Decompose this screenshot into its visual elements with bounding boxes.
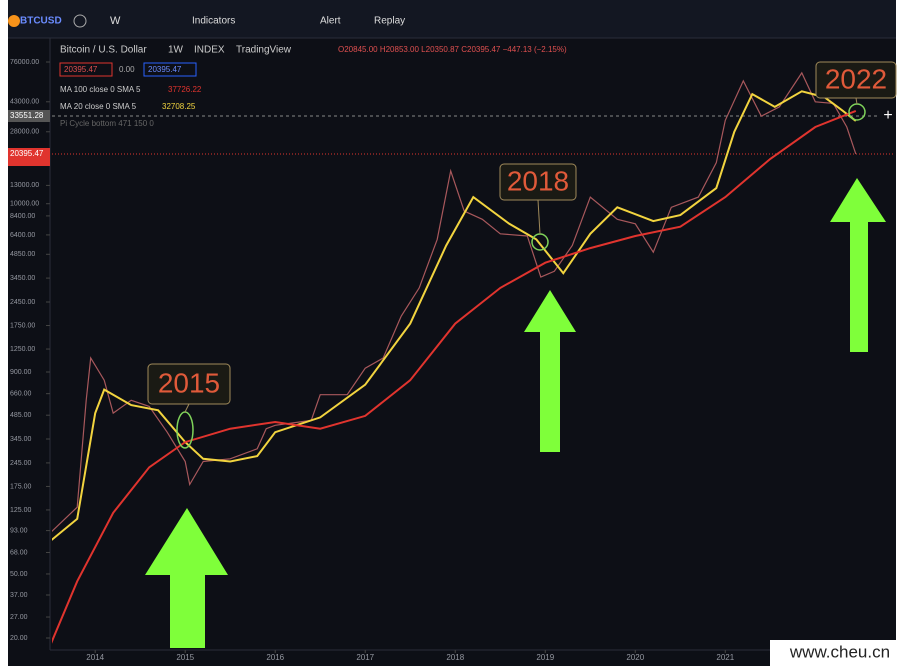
y-tick-label: 28000.00: [10, 129, 39, 136]
bid: 20395.47: [64, 65, 98, 74]
y-tick-label: 8400.00: [10, 213, 35, 220]
y-tick-label: 43000.00: [10, 99, 39, 106]
x-tick-label: 2021: [716, 653, 734, 662]
ma20-value: 32708.25: [162, 102, 196, 111]
x-tick-label: 2016: [266, 653, 284, 662]
y-tick-label: 245.00: [10, 460, 32, 467]
y-tick-label: 1250.00: [10, 346, 35, 353]
y-tick-label: 27.00: [10, 614, 28, 621]
watermark-bg: [770, 640, 910, 666]
y-tick-label: 345.00: [10, 436, 32, 443]
x-tick-label: 2017: [356, 653, 374, 662]
y-tick-label: 93.00: [10, 527, 28, 534]
y-tick-label: 485.00: [10, 412, 32, 419]
spread: 0.00: [119, 65, 135, 74]
interval[interactable]: W: [110, 15, 121, 27]
y-tick-label: 68.00: [10, 549, 28, 556]
ma100-label: MA 100 close 0 SMA 5: [60, 85, 141, 94]
series-line: [52, 71, 857, 533]
arrow-2022: [830, 178, 886, 352]
annotation-pointer: [184, 403, 190, 413]
annotation-box: [147, 363, 231, 405]
y-tick-label: 37.00: [10, 592, 28, 599]
x-tick-label: 2020: [626, 653, 644, 662]
toolbar: [8, 0, 896, 38]
symbol[interactable]: BTCUSD: [20, 16, 62, 27]
annotation-box: [499, 163, 577, 201]
crosshair-label: 33551.28: [10, 111, 44, 120]
y-tick-label: 4850.00: [10, 251, 35, 258]
ask-box: [143, 62, 197, 77]
last-price-label: 20395.47: [10, 149, 44, 158]
y-tick-label: 13000.00: [10, 182, 39, 189]
x-tick-label: 2018: [446, 653, 464, 662]
ask: 20395.47: [148, 65, 182, 74]
annotation-text: 2018: [507, 165, 569, 196]
y-tick-label: 6400.00: [10, 232, 35, 239]
legend-source: TradingView: [236, 45, 292, 56]
series-line: [52, 109, 857, 644]
y-tick-label: 2450.00: [10, 299, 35, 306]
y-tick-label: 125.00: [10, 507, 32, 514]
alert-button[interactable]: Alert: [320, 16, 341, 27]
y-tick-label: 76000.00: [10, 59, 39, 66]
y-tick-label: 3450.00: [10, 275, 35, 282]
x-tick-label: 2015: [176, 653, 194, 662]
legend-name: Bitcoin / U.S. Dollar: [60, 45, 147, 56]
replay-button[interactable]: Replay: [374, 16, 405, 27]
y-tick-label: 10000.00: [10, 201, 39, 208]
legend-ohlc: O20845.00 H20853.00 L20350.87 C20395.47 …: [338, 45, 567, 54]
y-tick-label: 1750.00: [10, 322, 35, 329]
y-tick-label: 20.00: [10, 635, 28, 642]
x-tick-label: 2014: [86, 653, 104, 662]
arrow-2018: [524, 290, 576, 452]
add-symbol[interactable]: [73, 14, 87, 28]
x-tick-label: 2019: [536, 653, 554, 662]
symbol-icon: [8, 15, 20, 27]
annotation-text: 2022: [825, 63, 887, 94]
y-tick-label: 900.00: [10, 369, 32, 376]
ma20-label: MA 20 close 0 SMA 5: [60, 102, 137, 111]
crosshair-label-box: [8, 110, 50, 122]
y-tick-label: 660.00: [10, 391, 32, 398]
chart-background: [8, 0, 896, 666]
legend-interval: 1W: [168, 45, 184, 56]
annotation-pointer: [855, 97, 858, 105]
cursor: +: [883, 107, 892, 124]
annotation-pointer: [537, 199, 541, 235]
bid-box: [59, 62, 113, 77]
y-tick-label: 175.00: [10, 483, 32, 490]
annotation-box: [815, 61, 897, 99]
watermark: www.cheu.cn: [789, 642, 890, 661]
indicators-button[interactable]: Indicators: [192, 16, 235, 27]
annotation-text: 2015: [158, 367, 220, 398]
legend-exchange: INDEX: [194, 45, 225, 56]
last-price-box: [8, 148, 50, 166]
y-tick-label: 50.00: [10, 571, 28, 578]
series-line: [52, 90, 857, 541]
pi-label: Pi Cycle bottom 471 150 0: [60, 119, 154, 128]
arrow-2015: [145, 508, 228, 648]
ma100-value: 37726.22: [168, 85, 202, 94]
